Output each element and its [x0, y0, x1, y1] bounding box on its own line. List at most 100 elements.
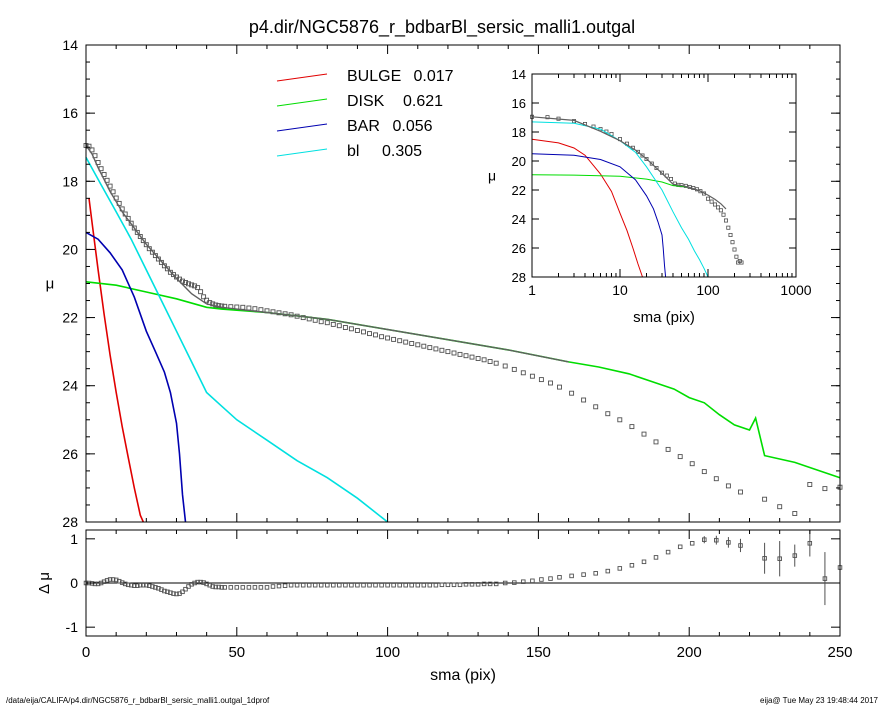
- y-tick-label: 18: [62, 173, 78, 189]
- residual-point: [113, 577, 119, 583]
- data-point: [409, 341, 415, 346]
- residual-point: [463, 582, 469, 587]
- residual-point: [282, 583, 288, 588]
- footer-user-timestamp: eija@ Tue May 23 19:48:44 2017: [760, 696, 878, 705]
- residual-point: [150, 584, 155, 589]
- inset-log-plot: 14 16 18 20 22 24 26 281 10 100 1000 sma (pix) μ: [488, 67, 812, 326]
- data-point: [689, 461, 695, 467]
- residual-point: [195, 579, 200, 585]
- data-point: [140, 238, 146, 244]
- inset-data-point: [636, 149, 641, 154]
- data-point: [548, 380, 553, 386]
- inset-plot-frame: [531, 73, 797, 278]
- residual-point: [110, 577, 116, 582]
- legend: BULGE 0.017 DISK 0.621 BAR 0.056 bl 0.305: [276, 68, 454, 160]
- residual-point: [312, 582, 318, 588]
- y-tick-label: 0: [70, 575, 78, 591]
- data-point: [502, 363, 508, 369]
- residual-point: [475, 582, 481, 587]
- residual-point: [222, 585, 227, 590]
- residual-point: [189, 582, 194, 587]
- residual-point: [171, 591, 176, 596]
- residual-point: [192, 580, 197, 586]
- residual-point: [714, 537, 719, 543]
- inset-data-point: [728, 232, 733, 237]
- inset-data-point: [669, 176, 674, 181]
- data-point: [354, 328, 360, 333]
- x-tick-label: 1: [528, 282, 536, 298]
- inset-series-line-bl: [531, 121, 709, 278]
- inset-data-point: [716, 205, 721, 210]
- legend-label-disk: DISK: [347, 93, 385, 110]
- chart-title: p4.dir/NGC5876_r_bdbarBl_sersic_malli1.o…: [249, 17, 635, 38]
- data-point: [713, 476, 719, 482]
- residual-point: [337, 582, 342, 588]
- data-point: [807, 482, 813, 487]
- residual-point: [677, 544, 683, 550]
- data-point: [433, 346, 439, 352]
- footer-file-path: /data/eija/CALIFA/p4.dir/NGC5876_r_bdbar…: [6, 696, 270, 705]
- x-tick-label: 200: [677, 644, 702, 661]
- residual-point: [240, 585, 246, 590]
- residual-point: [246, 585, 252, 590]
- y-tick-label: 28: [62, 514, 78, 530]
- y-tick-label: 26: [62, 446, 78, 462]
- residual-point: [415, 582, 421, 588]
- residual-point: [379, 582, 384, 588]
- residual-point: [738, 543, 743, 548]
- main-profile-plot: 14 16 18 20 22 24 26 28 μ BULGE 0.017 DISK 0.621 BAR…: [46, 37, 843, 530]
- data-point: [180, 278, 185, 284]
- residual-point: [201, 580, 206, 585]
- residual-point: [822, 576, 828, 581]
- y-tick-label: 14: [512, 67, 526, 82]
- series-line-bl: [85, 157, 389, 523]
- y-tick-label: 14: [62, 37, 78, 53]
- data-point: [403, 339, 409, 345]
- y-tick-label: 1: [70, 531, 78, 547]
- residual-point: [107, 577, 113, 582]
- residual-point: [665, 549, 671, 555]
- residual-point: [168, 590, 173, 595]
- data-point: [201, 294, 207, 300]
- data-point: [342, 325, 348, 330]
- residual-point: [234, 585, 240, 590]
- residual-point: [530, 578, 535, 584]
- data-point: [318, 319, 324, 325]
- inset-data-point: [713, 202, 718, 207]
- inset-data-point: [698, 189, 703, 194]
- data-point: [762, 496, 768, 502]
- data-point: [391, 336, 397, 342]
- data-point: [605, 411, 611, 417]
- residual-point: [156, 586, 161, 591]
- residual-point: [276, 583, 282, 589]
- residual-point: [777, 556, 782, 561]
- inset-data-point: [726, 225, 731, 230]
- residual-point: [702, 537, 707, 542]
- residual-point: [521, 579, 526, 584]
- data-point: [379, 334, 385, 340]
- inset-data-point: [730, 240, 735, 245]
- residual-point: [207, 582, 212, 588]
- residual-point: [512, 580, 517, 585]
- data-point: [629, 424, 635, 430]
- residual-point: [325, 582, 330, 588]
- data-point: [569, 390, 575, 396]
- residual-point: [807, 541, 813, 546]
- inset-series-line-disk: [531, 174, 689, 188]
- residual-point: [119, 580, 125, 585]
- inset-data-point: [721, 212, 726, 217]
- data-point: [397, 338, 403, 344]
- data-point: [617, 417, 623, 423]
- residual-point: [343, 582, 348, 588]
- data-point: [653, 439, 659, 445]
- inset-data-point: [734, 254, 739, 259]
- series-line-bulge: [88, 198, 145, 523]
- residual-point: [213, 584, 218, 590]
- inset-data-point: [732, 247, 737, 252]
- data-point: [487, 359, 493, 364]
- data-point: [463, 353, 469, 359]
- residual-point: [132, 583, 137, 588]
- y-tick-label: 26: [512, 241, 526, 256]
- residual-point: [162, 588, 167, 594]
- inset-data-point: [718, 208, 723, 213]
